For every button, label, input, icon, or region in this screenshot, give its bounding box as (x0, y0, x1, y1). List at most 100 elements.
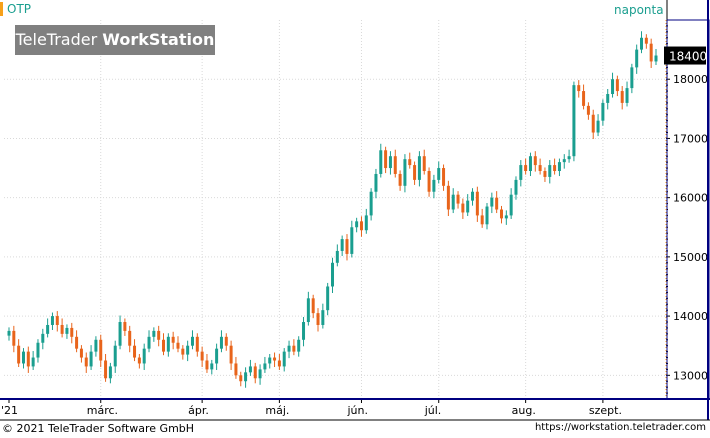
candle-body[interactable] (176, 342, 180, 349)
candle-body[interactable] (21, 351, 25, 364)
candle-body[interactable] (495, 197, 499, 210)
candle-body[interactable] (369, 191, 373, 216)
candle-body[interactable] (326, 286, 330, 311)
candle-body[interactable] (55, 316, 59, 325)
candle-body[interactable] (7, 330, 11, 336)
candle-body[interactable] (253, 366, 257, 379)
candle-body[interactable] (644, 37, 648, 44)
candle-body[interactable] (398, 173, 402, 186)
candle-body[interactable] (70, 327, 74, 337)
candle-body[interactable] (277, 360, 281, 367)
candle-body[interactable] (519, 165, 523, 180)
candle-body[interactable] (137, 357, 141, 364)
candle-body[interactable] (374, 173, 378, 192)
candle-body[interactable] (282, 351, 286, 367)
candle-body[interactable] (316, 313, 320, 325)
candle-body[interactable] (234, 363, 238, 376)
candle-body[interactable] (485, 206, 489, 225)
candle-body[interactable] (427, 171, 431, 192)
candle-body[interactable] (437, 168, 441, 180)
candle-body[interactable] (79, 348, 83, 358)
candle-body[interactable] (12, 330, 16, 346)
candle-body[interactable] (553, 165, 557, 172)
candle-body[interactable] (244, 372, 248, 382)
candle-body[interactable] (311, 298, 315, 314)
candle-body[interactable] (258, 369, 262, 379)
candle-body[interactable] (640, 37, 644, 50)
candle-body[interactable] (65, 327, 69, 334)
candle-body[interactable] (480, 215, 484, 225)
candle-body[interactable] (263, 363, 267, 370)
candle-body[interactable] (601, 102, 605, 121)
candle-body[interactable] (654, 55, 658, 62)
candle-body[interactable] (393, 156, 397, 174)
candle-body[interactable] (538, 165, 542, 172)
candle-body[interactable] (379, 150, 383, 174)
candle-body[interactable] (142, 348, 146, 364)
candle-body[interactable] (432, 179, 436, 192)
candle-body[interactable] (509, 194, 513, 216)
candle-body[interactable] (335, 250, 339, 263)
candle-body[interactable] (75, 336, 79, 349)
candle-body[interactable] (635, 49, 639, 68)
interval-label[interactable]: naponta (614, 3, 664, 17)
candle-body[interactable] (625, 88, 629, 103)
candle-body[interactable] (557, 162, 561, 172)
candle-body[interactable] (461, 203, 465, 213)
candle-body[interactable] (413, 165, 417, 180)
candle-body[interactable] (408, 159, 412, 166)
candle-body[interactable] (171, 336, 175, 343)
candle-body[interactable] (60, 324, 64, 334)
candle-body[interactable] (152, 330, 156, 337)
candle-body[interactable] (388, 156, 392, 169)
candle-body[interactable] (205, 360, 209, 370)
candle-body[interactable] (504, 215, 508, 219)
ticker-label[interactable]: OTP (7, 2, 32, 16)
candle-body[interactable] (190, 336, 194, 346)
candle-body[interactable] (475, 191, 479, 216)
candle-body[interactable] (364, 215, 368, 231)
candle-body[interactable] (606, 94, 610, 103)
candle-body[interactable] (133, 345, 137, 358)
candle-body[interactable] (166, 336, 170, 352)
candle-body[interactable] (490, 197, 494, 207)
candle-body[interactable] (355, 221, 359, 228)
candle-body[interactable] (456, 194, 460, 204)
candle-body[interactable] (591, 114, 595, 133)
candle-body[interactable] (200, 351, 204, 361)
candle-body[interactable] (302, 322, 306, 340)
candle-body[interactable] (422, 156, 426, 172)
candle-body[interactable] (471, 191, 475, 201)
candle-body[interactable] (17, 345, 21, 364)
candle-body[interactable] (89, 351, 93, 367)
candle-body[interactable] (186, 345, 190, 355)
candle-body[interactable] (123, 322, 127, 331)
candle-body[interactable] (157, 330, 161, 340)
candle-body[interactable] (417, 156, 421, 180)
candle-body[interactable] (577, 85, 581, 92)
candle-body[interactable] (41, 333, 45, 343)
candle-body[interactable] (345, 239, 349, 254)
candle-body[interactable] (533, 156, 537, 166)
candle-body[interactable] (128, 330, 132, 346)
source-url[interactable]: https://workstation.teletrader.com (534, 422, 706, 433)
candle-body[interactable] (615, 79, 619, 92)
candle-body[interactable] (321, 310, 325, 325)
candle-body[interactable] (499, 209, 503, 219)
candle-body[interactable] (306, 298, 310, 323)
candle-body[interactable] (596, 120, 600, 133)
candle-body[interactable] (113, 345, 117, 367)
candle-body[interactable] (273, 357, 277, 361)
candle-body[interactable] (31, 357, 35, 367)
candle-body[interactable] (50, 316, 54, 325)
candle-body[interactable] (524, 165, 528, 172)
candle-body[interactable] (104, 360, 108, 379)
candle-body[interactable] (99, 339, 103, 361)
candle-body[interactable] (340, 239, 344, 251)
candle-body[interactable] (350, 227, 354, 254)
candle-body[interactable] (582, 91, 586, 106)
candle-body[interactable] (229, 345, 233, 364)
candle-body[interactable] (611, 79, 615, 95)
candle-body[interactable] (567, 156, 571, 160)
